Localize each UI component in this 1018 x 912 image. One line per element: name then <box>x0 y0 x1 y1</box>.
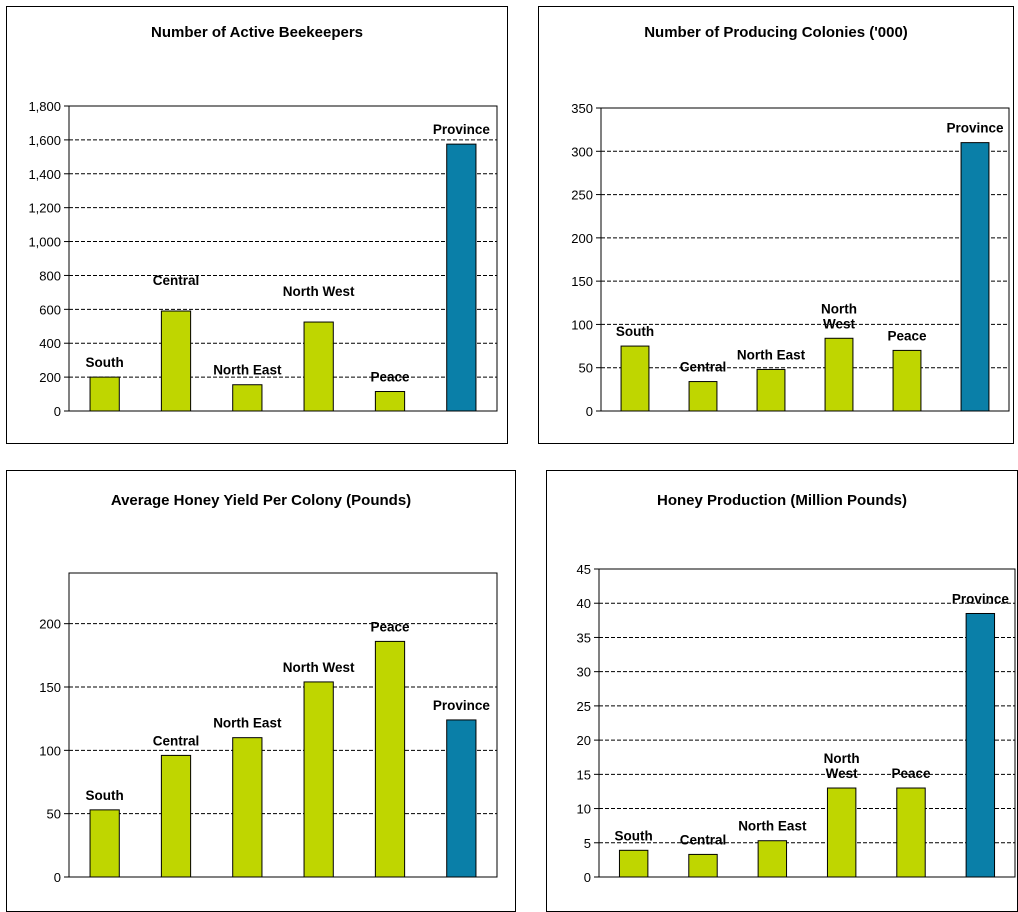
bar-label-province: Province <box>946 121 1004 136</box>
y-tick-label: 100 <box>39 743 61 758</box>
chart-svg-active-beekeepers: Number of Active Beekeepers 0 200 400 600 800… <box>28 24 498 419</box>
y-tick-label: 20 <box>577 733 591 748</box>
bar-south <box>89 809 120 878</box>
plot-area <box>68 105 498 412</box>
chart-title: Honey Production (Million Pounds) <box>657 492 907 509</box>
plot-area <box>598 568 1016 878</box>
bar-central <box>160 310 192 412</box>
chart-panel-active-beekeepers: Number of Active Beekeepers 0 200 400 600 800… <box>6 6 508 444</box>
chart-title: Number of Producing Colonies ('000) <box>644 24 908 41</box>
bar-peace <box>374 391 406 412</box>
y-tick-label: 35 <box>577 630 591 645</box>
bar-north-west <box>303 681 334 878</box>
y-tick-label: 50 <box>47 807 61 822</box>
y-tick-label: 150 <box>39 680 61 695</box>
y-tick-label: 0 <box>584 870 591 885</box>
chart-panel-producing-colonies: Number of Producing Colonies ('000) 0 50 10… <box>538 6 1014 444</box>
chart-title: Average Honey Yield Per Colony (Pounds) <box>111 492 411 509</box>
plot-area <box>600 107 1010 412</box>
bar-south <box>620 345 650 412</box>
chart-panel-honey-yield: Average Honey Yield Per Colony (Pounds) 0… <box>6 470 516 912</box>
bar-peace <box>892 349 922 412</box>
bar-label-central: Central <box>680 832 727 847</box>
bar-label-north-east: North East <box>213 716 282 731</box>
bar-label-peace: Peace <box>370 370 410 385</box>
bar-label-north-west: North West <box>283 284 355 299</box>
bar-label-north-east: North East <box>737 347 806 362</box>
bar-peace <box>896 787 926 878</box>
bar-north-west <box>824 337 854 412</box>
y-tick-label: 1,600 <box>28 133 61 148</box>
bar-label-peace: Peace <box>370 619 410 634</box>
y-tick-label: 100 <box>571 317 593 332</box>
y-tick-label: 5 <box>584 836 591 851</box>
y-tick-label: 10 <box>577 802 591 817</box>
bar-central <box>160 754 192 878</box>
y-tick-label: 40 <box>577 596 591 611</box>
bar-label-peace: Peace <box>891 766 931 781</box>
plot-area <box>68 572 498 878</box>
y-tick-label: 15 <box>577 767 591 782</box>
bar-label-north-west: North West <box>824 751 860 781</box>
bar-north-west <box>826 787 857 878</box>
y-tick-label: 400 <box>39 336 61 351</box>
y-tick-label: 250 <box>571 188 593 203</box>
bar-north-west <box>303 321 334 412</box>
chart-svg-producing-colonies: Number of Producing Colonies ('000) 0 50 10… <box>571 24 1010 419</box>
y-tick-label: 1,200 <box>28 201 61 216</box>
y-tick-label: 350 <box>571 101 593 116</box>
chart-panel-honey-production: Honey Production (Million Pounds) 0 5 10 15 2… <box>546 470 1018 912</box>
y-tick-label: 30 <box>577 665 591 680</box>
bar-north-east <box>756 368 786 412</box>
y-tick-label: 1,800 <box>28 99 61 114</box>
bar-label-north-east: North East <box>738 819 807 834</box>
y-tick-label: 45 <box>577 562 591 577</box>
y-tick-label: 600 <box>39 302 61 317</box>
bar-label-north-east: North East <box>213 363 282 378</box>
bar-label-south: South <box>86 788 124 803</box>
bar-label-north-west: North West <box>283 660 355 675</box>
bar-province <box>446 719 477 878</box>
y-tick-label: 50 <box>579 361 593 376</box>
bar-label-south: South <box>615 828 653 843</box>
y-tick-label: 0 <box>586 404 593 419</box>
chart-svg-honey-production: Honey Production (Million Pounds) 0 5 10 15 2… <box>577 492 1016 885</box>
y-tick-label: 1,000 <box>28 235 61 250</box>
y-tick-label: 200 <box>39 617 61 632</box>
bar-north-east <box>232 384 263 412</box>
bar-label-central: Central <box>153 733 200 748</box>
bar-label-central: Central <box>153 273 200 288</box>
bar-central <box>688 381 718 412</box>
y-tick-label: 300 <box>571 144 593 159</box>
bar-province <box>960 142 990 412</box>
bar-label-province: Province <box>433 122 491 137</box>
bar-south <box>618 849 649 878</box>
bar-label-south: South <box>86 355 124 370</box>
bar-label-south: South <box>616 324 654 339</box>
y-tick-label: 800 <box>39 268 61 283</box>
bar-peace <box>374 640 406 878</box>
bar-central <box>688 853 718 878</box>
y-tick-label: 25 <box>577 699 591 714</box>
y-tick-label: 0 <box>54 870 61 885</box>
bar-label-central: Central <box>680 360 727 375</box>
bar-province <box>965 612 996 878</box>
y-tick-label: 1,400 <box>28 167 61 182</box>
y-tick-label: 200 <box>571 231 593 246</box>
y-tick-label: 0 <box>54 404 61 419</box>
chart-title: Number of Active Beekeepers <box>151 24 363 41</box>
bar-label-province: Province <box>433 698 491 713</box>
bar-province <box>446 143 477 412</box>
y-tick-label: 200 <box>39 370 61 385</box>
bar-label-peace: Peace <box>887 328 927 343</box>
bar-north-east <box>232 737 263 878</box>
bar-label-north-west: North West <box>821 301 857 331</box>
chart-svg-honey-yield: Average Honey Yield Per Colony (Pounds) 0… <box>39 492 498 885</box>
bar-north-east <box>757 840 788 878</box>
y-tick-label: 150 <box>571 274 593 289</box>
bar-label-province: Province <box>952 591 1010 606</box>
bar-south <box>89 376 120 412</box>
